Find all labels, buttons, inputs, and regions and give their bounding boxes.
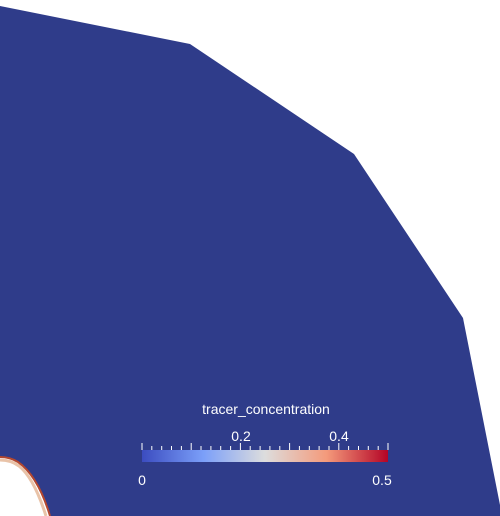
colorbar-tick-label-0-2: 0.2 [231,428,251,444]
colorbar-min-label: 0 [138,472,146,488]
colorbar-title: tracer_concentration [202,401,330,417]
colorbar-max-label: 0.5 [372,472,392,488]
colorbar-gradient [142,450,388,462]
colorbar-tick-label-0-4: 0.4 [329,428,349,444]
